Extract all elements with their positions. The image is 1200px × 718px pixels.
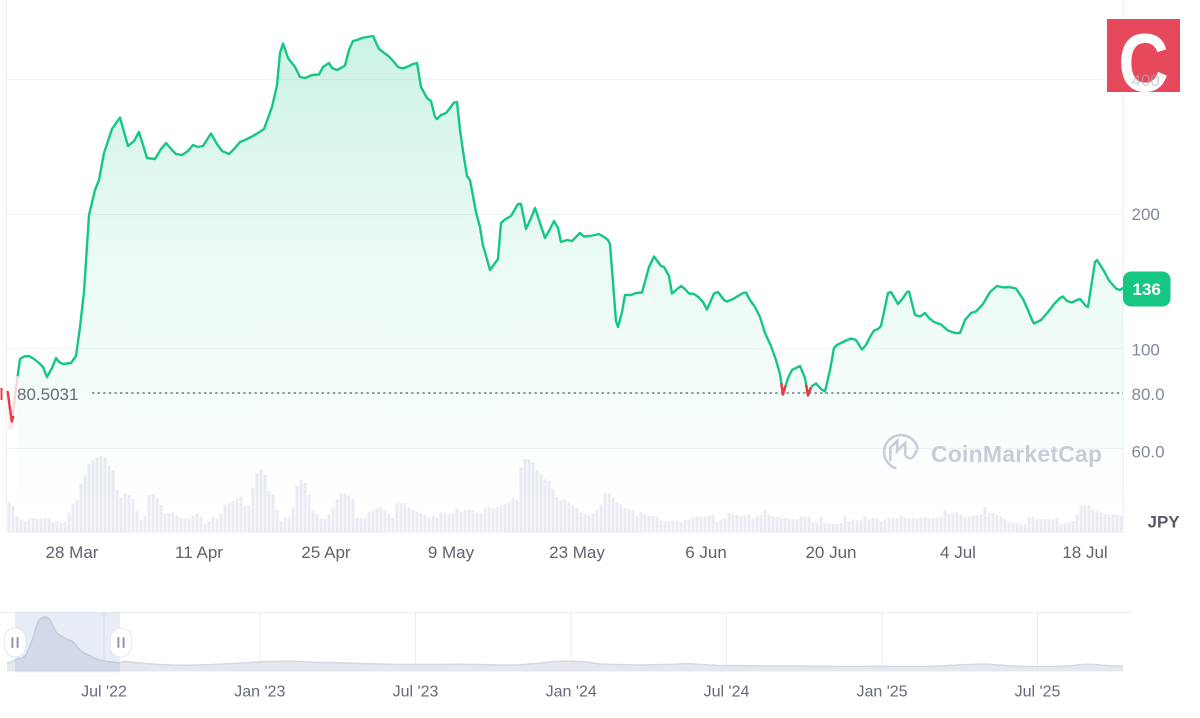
svg-text:400: 400 xyxy=(1132,71,1160,90)
svg-text:Jul '24: Jul '24 xyxy=(704,684,750,701)
svg-text:28 Mar: 28 Mar xyxy=(46,543,99,562)
svg-text:Jan '25: Jan '25 xyxy=(856,684,907,701)
svg-text:C: C xyxy=(1118,17,1168,109)
svg-text:9 May: 9 May xyxy=(428,543,475,562)
svg-text:23 May: 23 May xyxy=(549,543,605,562)
svg-text:JPY: JPY xyxy=(1148,513,1181,532)
svg-text:Jul '22: Jul '22 xyxy=(81,684,127,701)
svg-text:200: 200 xyxy=(1132,205,1160,224)
svg-text:Jul '25: Jul '25 xyxy=(1015,684,1061,701)
svg-text:136: 136 xyxy=(1133,280,1161,299)
svg-text:Jan '23: Jan '23 xyxy=(234,684,285,701)
svg-text:4 Jul: 4 Jul xyxy=(940,543,976,562)
svg-text:100: 100 xyxy=(1132,341,1160,360)
svg-text:80.5031: 80.5031 xyxy=(17,385,78,404)
svg-text:80.0: 80.0 xyxy=(1132,385,1165,404)
svg-text:Jan '24: Jan '24 xyxy=(546,684,597,701)
svg-text:60.0: 60.0 xyxy=(1132,443,1165,462)
svg-text:25 Apr: 25 Apr xyxy=(301,543,350,562)
svg-text:Jul '23: Jul '23 xyxy=(393,684,439,701)
svg-text:6 Jun: 6 Jun xyxy=(685,543,727,562)
svg-text:20 Jun: 20 Jun xyxy=(805,543,856,562)
svg-text:CoinMarketCap: CoinMarketCap xyxy=(931,441,1102,467)
svg-text:18 Jul: 18 Jul xyxy=(1062,543,1107,562)
svg-text:11 Apr: 11 Apr xyxy=(175,543,223,562)
